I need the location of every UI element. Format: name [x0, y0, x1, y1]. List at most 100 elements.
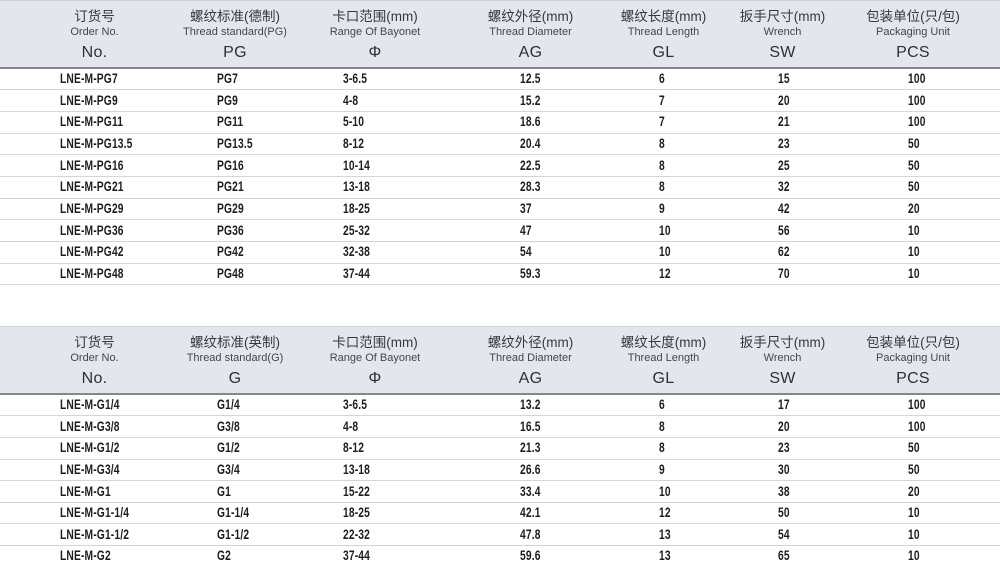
header-en-label: Range Of Bayonet	[329, 26, 421, 38]
header-zh-label: 包装单位(只/包)	[866, 9, 960, 24]
cell-value: 12	[659, 505, 671, 521]
table-cell: 70	[723, 263, 848, 286]
table-cell: 5-10	[305, 111, 453, 134]
table-cell: PG9	[165, 89, 305, 112]
table-cell: 18-25	[305, 502, 453, 525]
cell-value: 10	[908, 548, 920, 561]
cell-value: LNE-M-PG36	[60, 222, 124, 238]
table-cell: 42	[723, 198, 848, 221]
header-code-label: PCS	[896, 44, 930, 61]
cell-value: 8	[659, 418, 665, 434]
cell-value: LNE-M-G1	[60, 483, 111, 499]
cell-value: LNE-M-G1-1/2	[60, 526, 130, 542]
header-en-label: Thread standard(PG)	[183, 26, 287, 38]
cell-value: 6	[659, 397, 665, 413]
table-cell: 15-22	[305, 480, 453, 503]
cell-value: 30	[778, 461, 790, 477]
cell-value: 10	[908, 526, 920, 542]
cell-value: PG42	[217, 244, 244, 260]
header-en-label: Order No.	[70, 352, 119, 365]
table-cell: 8	[598, 154, 723, 177]
header-zh-label: 螺纹长度(mm)	[620, 335, 707, 351]
table-cell: LNE-M-PG16	[0, 154, 165, 177]
cell-value: G1	[217, 483, 232, 499]
cell-value: 20	[778, 418, 790, 434]
cell-value: G3/4	[217, 461, 240, 477]
table-cell: 21	[723, 111, 848, 134]
table-row: LNE-M-PG21 PG21 13-18 28.3 8 32 50	[0, 176, 1000, 199]
table-cell: 33.4	[453, 480, 598, 503]
cell-value: G1/4	[217, 397, 240, 413]
cell-value: 10-14	[343, 157, 371, 173]
cell-value: 10	[908, 505, 920, 521]
table-cell: LNE-M-PG29	[0, 198, 165, 221]
cell-value: 50	[908, 135, 920, 151]
table-row: LNE-M-PG16 PG16 10-14 22.5 8 25 50	[0, 154, 1000, 177]
table-cell: 100	[848, 111, 1000, 134]
pg-table-header: 订货号 Order No. No. 螺纹标准(德制) Thread standard(P…	[0, 0, 1000, 69]
table-cell: 4-8	[305, 89, 453, 112]
cell-value: LNE-M-PG29	[60, 200, 124, 216]
header-en-label: Wrench	[763, 352, 802, 365]
table-cell: LNE-M-G2	[0, 545, 165, 561]
table-cell: PG29	[165, 198, 305, 221]
table-cell: 8	[598, 415, 723, 439]
table-cell: PG11	[165, 111, 305, 134]
cell-value: 28.3	[520, 179, 541, 195]
cell-value: LNE-M-G1/2	[60, 440, 120, 456]
table-cell: G1-1/4	[165, 502, 305, 525]
cell-value: 18-25	[343, 200, 371, 216]
header-en-label: Wrench	[763, 26, 802, 38]
cell-value: 100	[908, 71, 926, 87]
cell-value: LNE-M-PG13.5	[60, 135, 133, 151]
table-cell: 9	[598, 198, 723, 221]
table-cell: LNE-M-G3/4	[0, 459, 165, 482]
column-header: 螺纹标准(德制) Thread standard(PG) PG	[165, 0, 305, 69]
table-row: LNE-M-G1-1/4 G1-1/4 18-25 42.1 12 50 10	[0, 502, 1000, 525]
cell-value: G1-1/2	[217, 526, 250, 542]
column-header: 订货号 Order No. No.	[0, 0, 165, 69]
cell-value: PG48	[217, 266, 244, 282]
table-cell: 12	[598, 502, 723, 525]
table-cell: 23	[723, 437, 848, 460]
cell-value: 20	[908, 200, 920, 216]
table-row: LNE-M-PG13.5 PG13.5 8-12 20.4 8 23 50	[0, 133, 1000, 156]
table-cell: 7	[598, 89, 723, 112]
table-cell: G1-1/2	[165, 523, 305, 547]
cell-value: 8	[659, 179, 665, 195]
table-row: LNE-M-G2 G2 37-44 59.6 13 65 10	[0, 545, 1000, 561]
cell-value: LNE-M-G1/4	[60, 397, 120, 413]
pg-table-body: LNE-M-PG7 PG7 3-6.5 12.5 6 15 100 LNE-M-PG9 PG9 4…	[0, 68, 1000, 286]
cell-value: PG21	[217, 179, 244, 195]
column-header: 螺纹长度(mm) Thread Length GL	[598, 326, 723, 396]
table-separator-gap	[0, 285, 1000, 327]
column-header: 螺纹外径(mm) Thread Diameter AG	[453, 326, 598, 396]
table-cell: LNE-M-PG13.5	[0, 133, 165, 156]
table-cell: 26.6	[453, 459, 598, 482]
table-cell: G1/2	[165, 437, 305, 460]
table-cell: 38	[723, 480, 848, 503]
header-zh-label: 卡口范围(mm)	[332, 335, 418, 351]
table-cell: PG21	[165, 176, 305, 199]
table-cell: 10-14	[305, 154, 453, 177]
cell-value: 9	[659, 461, 665, 477]
table-cell: LNE-M-G3/8	[0, 415, 165, 439]
cell-value: PG16	[217, 157, 244, 173]
cell-value: PG29	[217, 200, 244, 216]
table-cell: 6	[598, 394, 723, 417]
table-cell: 13	[598, 523, 723, 547]
table-cell: 28.3	[453, 176, 598, 199]
cell-value: 59.3	[520, 266, 541, 282]
header-en-label: Order No.	[70, 26, 119, 38]
table-cell: 50	[848, 176, 1000, 199]
table-cell: 47.8	[453, 523, 598, 547]
column-header: 螺纹标准(英制) Thread standard(G) G	[165, 326, 305, 396]
cell-value: 47.8	[520, 526, 541, 542]
cell-value: 13-18	[343, 179, 371, 195]
table-cell: 21.3	[453, 437, 598, 460]
table-cell: 13	[598, 545, 723, 561]
cell-value: 32-38	[343, 244, 371, 260]
cell-value: 21	[778, 114, 790, 130]
header-en-label: Thread standard(G)	[186, 352, 284, 365]
cell-value: 15	[778, 71, 790, 87]
